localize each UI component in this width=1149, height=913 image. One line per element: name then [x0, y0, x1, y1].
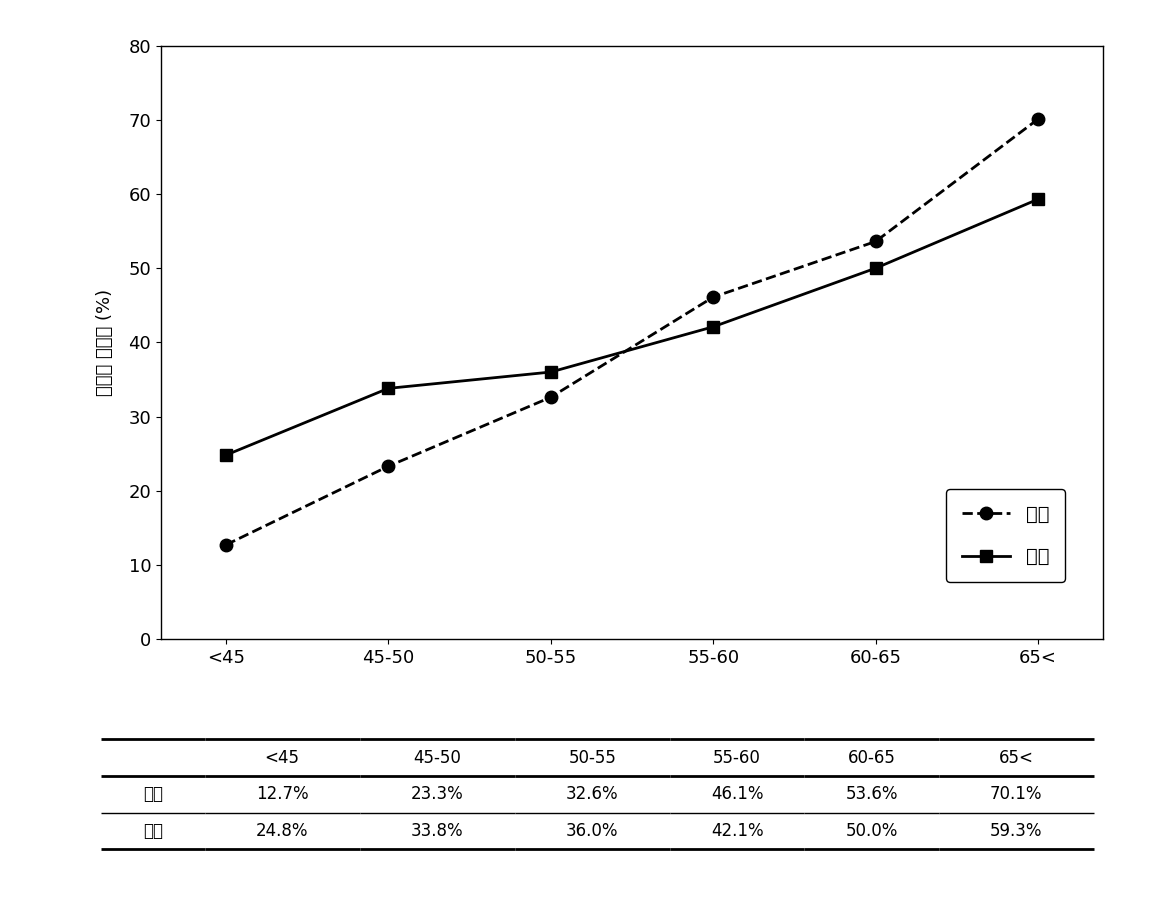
- 여자: [543, 392, 557, 403]
- 여자: [219, 540, 233, 551]
- Line: 여자: 여자: [219, 113, 1044, 551]
- 남자: [707, 321, 720, 332]
- 여자: [869, 236, 882, 247]
- 여자: [707, 291, 720, 302]
- 여자: [1031, 113, 1044, 124]
- 남자: [543, 366, 557, 378]
- Line: 남자: 남자: [221, 194, 1043, 461]
- Legend: 여자, 남자: 여자, 남자: [947, 489, 1065, 582]
- 여자: [381, 461, 395, 472]
- 남자: [219, 450, 233, 461]
- Y-axis label: 고혁압 유병률 (%): 고혁압 유병률 (%): [97, 289, 115, 396]
- 남자: [869, 263, 882, 274]
- 남자: [381, 383, 395, 394]
- 남자: [1031, 194, 1044, 205]
